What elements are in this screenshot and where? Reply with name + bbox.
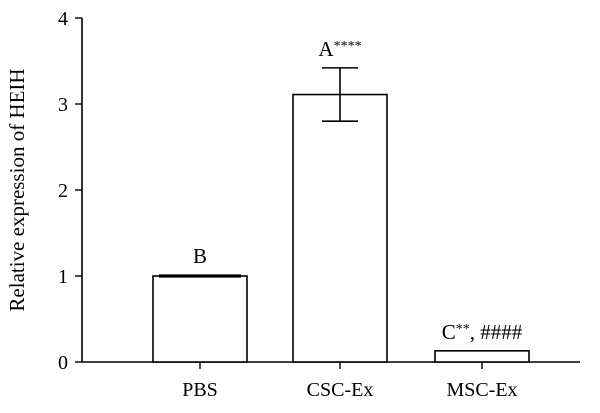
significance-label: C**, ####	[442, 320, 523, 344]
bar	[152, 275, 248, 363]
y-tick-label: 1	[58, 266, 68, 288]
y-tick-label: 2	[58, 180, 68, 202]
x-tick-label: MSC-Ex	[446, 379, 517, 401]
bar	[292, 93, 388, 363]
significance-label: B	[193, 244, 207, 268]
bar	[434, 350, 530, 363]
x-axis: PBS CSC-Ex MSC-Ex	[82, 361, 580, 401]
x-tick-label: CSC-Ex	[307, 379, 374, 401]
significance-label: A****	[318, 37, 361, 61]
x-tick-label: PBS	[182, 379, 218, 401]
y-axis: 0 1 2 3 4	[58, 8, 83, 374]
bars: B A**** C**, ####	[152, 37, 530, 363]
y-tick-label: 4	[58, 8, 68, 30]
y-tick-label: 3	[58, 94, 68, 116]
y-tick-label: 0	[58, 352, 68, 374]
y-axis-label: Relative expression of HEIH	[5, 68, 29, 311]
